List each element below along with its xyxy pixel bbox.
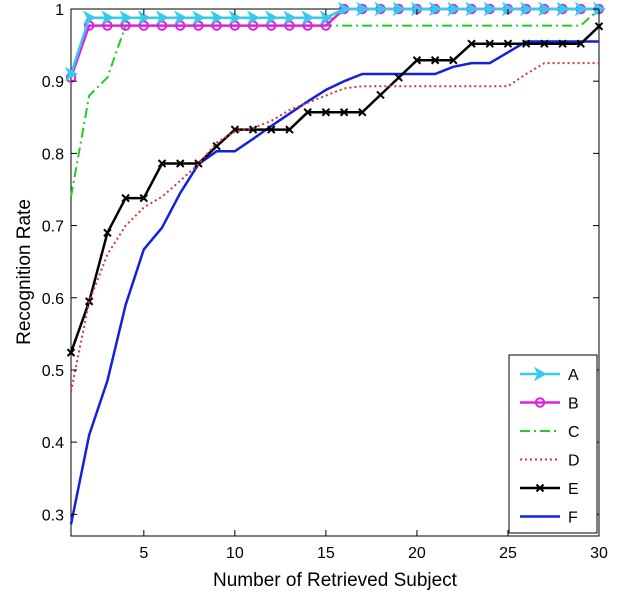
x-tick-label: 25 [499, 545, 517, 562]
data-point-e [339, 108, 349, 117]
legend-item-e: E [520, 481, 579, 498]
data-point-a [210, 10, 224, 25]
data-point-a [374, 1, 388, 17]
data-point-a [574, 1, 588, 17]
data-point-a [301, 10, 315, 25]
data-point-e [321, 108, 331, 117]
data-point-a [428, 1, 443, 17]
y-tick-label: 0.3 [42, 507, 64, 524]
data-point-e [157, 159, 167, 168]
data-point-a [392, 1, 406, 17]
series-a [64, 1, 607, 82]
data-point-a [538, 1, 552, 17]
ticks-layer: 5 10 15 20 25 30 0.3 0.4 0.5 0.6 0.7 0.8 0.9 1 [42, 2, 608, 562]
data-point-e [139, 193, 149, 203]
x-tick-label: 30 [590, 545, 608, 562]
data-point-e [540, 39, 549, 48]
legend-label: A [568, 367, 579, 384]
legend-label: D [568, 453, 580, 470]
legend-label: F [568, 510, 578, 527]
data-point-a [174, 10, 188, 25]
data-point-e [230, 125, 240, 134]
x-axis-title: Number of Retrieved Subject [213, 570, 458, 591]
data-point-a [83, 10, 97, 25]
data-point-e [84, 297, 94, 306]
y-tick-label: 0.9 [42, 74, 64, 91]
legend-item-c: C [520, 424, 580, 441]
data-point-e [449, 56, 458, 65]
data-point-e [66, 348, 76, 357]
data-point-a [483, 1, 497, 17]
data-point-e [594, 22, 604, 31]
data-point-e [212, 141, 221, 151]
data-point-a [119, 10, 133, 25]
data-point-a [520, 1, 534, 17]
data-point-e [558, 39, 567, 48]
data-point-a [465, 1, 479, 17]
legend-item-a: A [520, 366, 579, 384]
data-point-a [556, 1, 570, 17]
legend-marker [535, 483, 545, 493]
data-point-e [103, 228, 112, 238]
y-axis-title: Recognition Rate [14, 199, 35, 345]
y-tick-label: 0.8 [42, 146, 64, 163]
y-tick-label: 0.7 [42, 219, 64, 236]
data-point-e [248, 125, 258, 134]
data-point-e [121, 193, 130, 203]
data-point-e [503, 39, 513, 48]
data-point-a [447, 1, 461, 17]
data-point-e [176, 159, 185, 168]
data-point-a [155, 10, 170, 25]
data-point-a [337, 1, 352, 17]
legend-label: E [568, 481, 579, 498]
data-point-a [283, 10, 297, 25]
data-point-a [228, 10, 242, 25]
data-point-e [303, 108, 312, 117]
y-tick-label: 0.4 [42, 435, 64, 452]
y-tick-label: 0.5 [42, 363, 64, 380]
legend-label: C [568, 424, 580, 441]
data-point-e [430, 56, 440, 65]
data-point-a [137, 10, 151, 25]
data-point-e [358, 108, 367, 117]
data-point-a [64, 66, 79, 82]
y-tick-label: 1 [55, 2, 64, 19]
x-tick-label: 10 [226, 545, 244, 562]
x-tick-label: 20 [408, 545, 426, 562]
data-point-a [501, 1, 516, 17]
data-point-e [485, 39, 494, 48]
data-point-e [412, 56, 422, 65]
legend-item-b: B [520, 396, 579, 413]
data-point-e [576, 39, 586, 48]
legend-marker [534, 397, 546, 408]
legend-marker [533, 366, 548, 382]
data-point-a [319, 10, 333, 25]
data-point-a [246, 10, 261, 25]
legend-box [508, 354, 598, 534]
series-line-f [69, 40, 599, 525]
series-f [69, 40, 599, 525]
data-point-a [356, 1, 370, 17]
series-e [66, 22, 604, 357]
data-point-e [467, 39, 476, 48]
y-tick-label: 0.6 [42, 291, 64, 308]
legend-label: B [568, 396, 579, 413]
x-tick-label: 5 [139, 545, 148, 562]
data-point-e [376, 90, 385, 100]
series-layer [64, 1, 607, 525]
data-point-e [285, 125, 294, 134]
x-tick-label: 15 [317, 545, 335, 562]
data-point-e [394, 73, 403, 82]
legend-item-d: D [520, 453, 580, 470]
data-point-e [267, 125, 276, 134]
data-point-a [101, 10, 115, 25]
data-point-a [265, 10, 279, 25]
series-line-e [69, 25, 600, 354]
data-point-a [192, 10, 206, 25]
legend-item-f: F [520, 510, 578, 527]
data-point-e [521, 39, 531, 48]
